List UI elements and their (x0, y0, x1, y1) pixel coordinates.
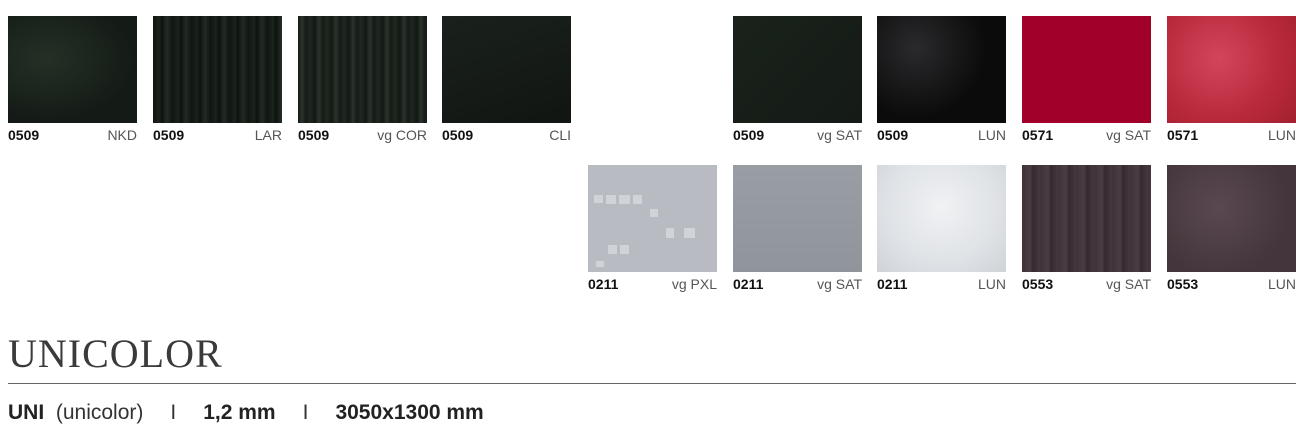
swatch-sample (1022, 165, 1151, 272)
swatch-0509-sat: 0509 vg SAT (733, 16, 862, 145)
swatch-sample (298, 16, 427, 123)
swatch-finish: vg SAT (817, 127, 862, 143)
swatch-0509-nkd: 0509 NKD (8, 16, 137, 145)
swatch-code: 0571 (1022, 127, 1054, 143)
spec-line: UNI (unicolor) I 1,2 mm I 3050x1300 mm (8, 401, 484, 425)
swatch-0509-lar: 0509 LAR (153, 16, 282, 145)
swatch-code: 0211 (733, 276, 764, 292)
swatch-finish: CLI (549, 127, 571, 143)
spec-size: 3050x1300 mm (335, 401, 484, 424)
swatch-0553-sat: 0553 vg SAT (1022, 165, 1151, 294)
swatch-finish: vg COR (377, 127, 427, 143)
swatch-sample (442, 16, 571, 123)
swatch-sample (733, 16, 862, 123)
swatch-finish: LUN (1267, 276, 1296, 292)
swatch-0571-lun: 0571 LUN (1167, 16, 1296, 145)
swatch-0211-lun: 0211 LUN (877, 165, 1006, 294)
swatch-code: 0509 (442, 127, 474, 143)
swatch-code: 0509 (153, 127, 185, 143)
swatch-0211-sat: 0211 vg SAT (733, 165, 862, 294)
swatch-finish: NKD (107, 127, 137, 143)
swatch-code: 0553 (1022, 276, 1054, 292)
swatch-0509-lun: 0509 LUN (877, 16, 1006, 145)
swatch-0571-sat: 0571 vg SAT (1022, 16, 1151, 145)
swatch-code: 0571 (1167, 127, 1199, 143)
divider (8, 383, 1296, 384)
swatch-sample (877, 165, 1006, 272)
section-title: UNICOLOR (8, 331, 223, 376)
swatch-sample (1022, 16, 1151, 123)
swatch-code: 0509 (298, 127, 330, 143)
swatch-code: 0211 (877, 276, 908, 292)
spec-thickness: 1,2 mm (203, 401, 276, 424)
spec-separator: I (302, 401, 309, 424)
swatch-sample (1167, 165, 1296, 272)
swatch-finish: LUN (1267, 127, 1296, 143)
swatch-code: 0211 (588, 276, 619, 292)
swatch-finish: LUN (977, 276, 1006, 292)
swatch-code: 0509 (8, 127, 40, 143)
swatch-code: 0509 (733, 127, 765, 143)
swatch-0211-pxl: 0211 vg PXL (588, 165, 717, 294)
swatch-finish: vg SAT (1106, 276, 1151, 292)
swatch-sample (153, 16, 282, 123)
swatch-0509-cor: 0509 vg COR (298, 16, 427, 145)
swatch-code: 0553 (1167, 276, 1199, 292)
swatch-finish: LUN (977, 127, 1006, 143)
swatch-finish: vg PXL (671, 276, 717, 292)
swatch-finish: vg SAT (817, 276, 862, 292)
spec-name: (unicolor) (55, 401, 144, 424)
swatch-0553-lun: 0553 LUN (1167, 165, 1296, 294)
spec-code: UNI (8, 401, 45, 424)
swatch-sample (733, 165, 862, 272)
swatch-sample (8, 16, 137, 123)
swatch-sample (877, 16, 1006, 123)
swatch-sample (1167, 16, 1296, 123)
swatch-code: 0509 (877, 127, 909, 143)
swatch-finish: LAR (254, 127, 282, 143)
swatch-sample (588, 165, 717, 272)
swatch-0509-cli: 0509 CLI (442, 16, 571, 145)
swatch-finish: vg SAT (1106, 127, 1151, 143)
spec-separator: I (170, 401, 177, 424)
